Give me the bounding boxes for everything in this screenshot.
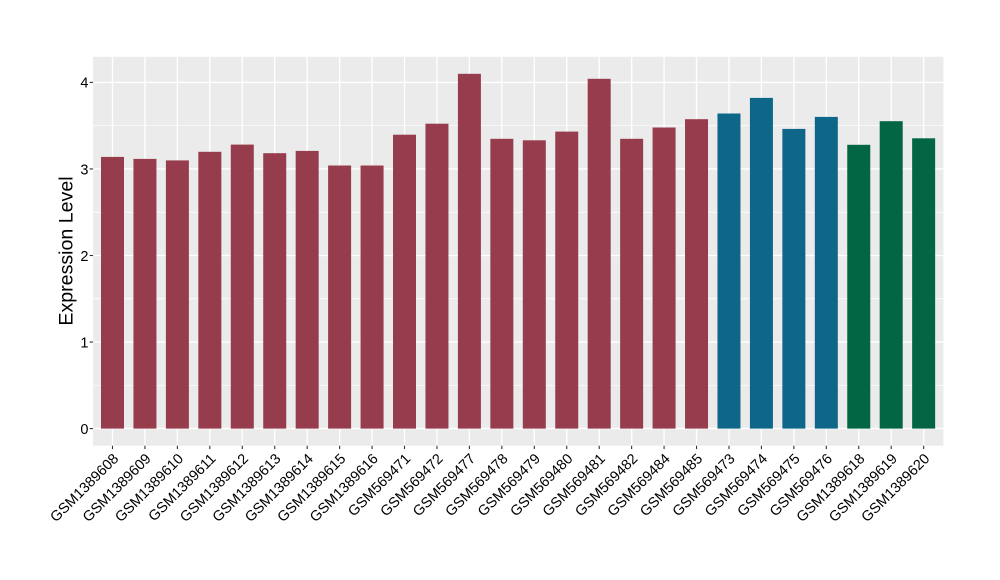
svg-text:3: 3 <box>80 162 88 178</box>
svg-text:Expression Level: Expression Level <box>55 176 77 325</box>
svg-text:4: 4 <box>80 76 88 92</box>
svg-text:1: 1 <box>80 335 88 351</box>
svg-text:2: 2 <box>80 249 88 265</box>
svg-text:0: 0 <box>80 422 88 438</box>
